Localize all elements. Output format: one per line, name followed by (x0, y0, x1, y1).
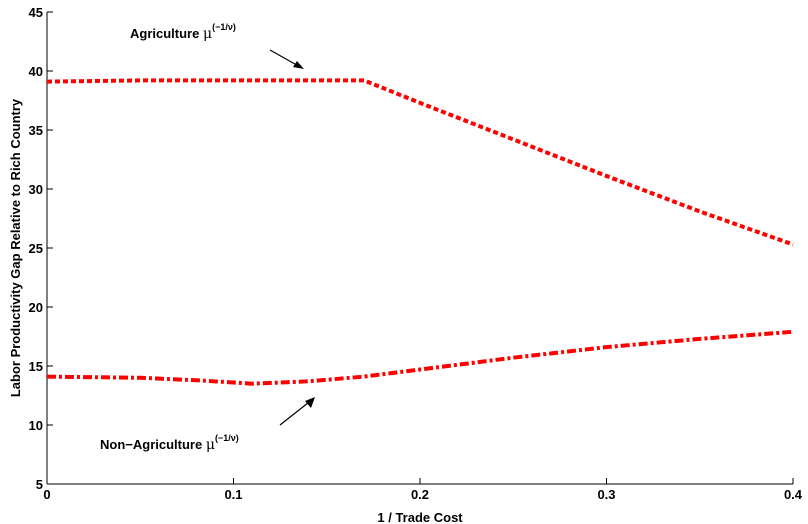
non-agriculture-annotation: Non−Agriculture μ(−1/ν) (100, 397, 315, 453)
agriculture-annotation: Agriculture μ(−1/ν) (130, 22, 304, 69)
agriculture-annotation-text: Agriculture (130, 26, 203, 41)
series-line-non-agriculture (46, 329, 794, 386)
x-tick-label: 0.3 (597, 487, 615, 502)
x-tick-label: 0.4 (784, 487, 803, 502)
non-agriculture-annotation-label: Non−Agriculture μ(−1/ν) (100, 433, 239, 453)
y-axis-label: Labor Productivity Gap Relative to Rich … (8, 98, 23, 397)
series-group (46, 78, 794, 386)
non-agriculture-arrowhead (305, 397, 315, 408)
axes-group (46, 12, 793, 485)
y-tick-label: 35 (29, 123, 43, 138)
x-tick-label: 0 (43, 487, 50, 502)
agriculture-annotation-label: Agriculture μ(−1/ν) (130, 22, 236, 42)
y-tick-label: 10 (29, 418, 43, 433)
ticks-group: 0 0.1 0.2 0.3 0.4 5 10 15 20 25 30 35 40 45 (29, 5, 803, 502)
y-tick-label: 20 (29, 300, 43, 315)
agriculture-arrowhead (293, 61, 304, 69)
x-tick-label: 0.2 (411, 487, 429, 502)
y-tick-label: 45 (29, 5, 43, 20)
y-tick-label: 30 (29, 182, 43, 197)
series-line-agriculture (46, 78, 794, 247)
x-tick-label: 0.1 (224, 487, 242, 502)
non-agriculture-annotation-exponent: (−1/ν) (215, 433, 239, 443)
y-tick-label: 15 (29, 359, 43, 374)
non-agriculture-annotation-text: Non−Agriculture (100, 437, 206, 452)
agriculture-annotation-exponent: (−1/ν) (212, 22, 236, 32)
x-axis-label: 1 / Trade Cost (377, 510, 463, 524)
y-tick-label: 40 (29, 64, 43, 79)
non-agriculture-annotation-mu: μ (206, 437, 215, 453)
y-tick-label: 5 (36, 477, 43, 492)
y-tick-label: 25 (29, 241, 43, 256)
agriculture-annotation-mu: μ (203, 26, 212, 42)
